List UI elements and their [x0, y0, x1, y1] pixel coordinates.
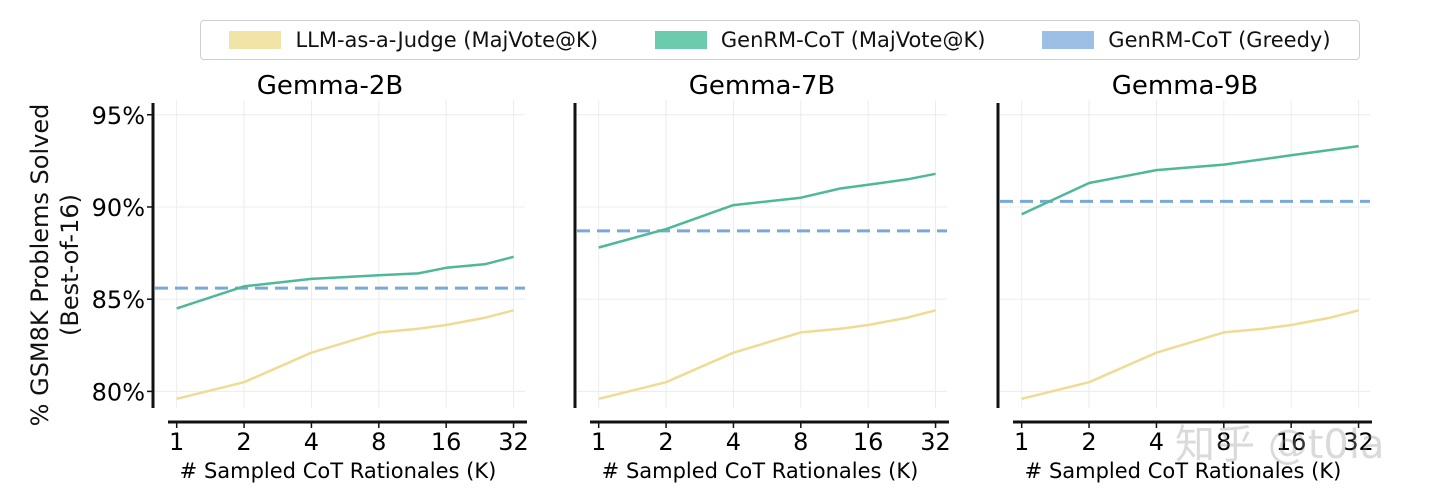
y-tick-label: 95%	[92, 102, 145, 130]
legend-item-1: GenRM-CoT (MajVote@K)	[654, 28, 986, 52]
x-tick-label: 1	[591, 428, 606, 456]
chart-title: Gemma-7B	[689, 71, 836, 101]
x-tick-label: 4	[304, 428, 319, 456]
y-tick-label: 90%	[92, 194, 145, 222]
x-tick-label: 2	[1081, 428, 1096, 456]
y-tick-label: 85%	[92, 286, 145, 314]
x-tick-label: 8	[371, 428, 386, 456]
series-genrm-cot-line	[1021, 144, 1359, 216]
x-tick-label: 4	[726, 428, 741, 456]
x-tick-label: 32	[920, 428, 951, 456]
x-tick-label: 4	[1149, 428, 1164, 456]
chart-panel-3: Gemma-9B 1 2 4 8 16 32# Sampled CoT Rationales…	[996, 71, 1374, 483]
x-tick-label: 8	[793, 428, 808, 456]
legend-label-0: LLM-as-a-Judge (MajVote@K)	[295, 28, 599, 52]
y-tick-label: 80%	[92, 378, 145, 406]
x-tick-label: 16	[853, 428, 884, 456]
x-tick-label: 32	[1343, 428, 1374, 456]
x-tick-label: 1	[169, 428, 184, 456]
x-axis-label: # Sampled CoT Rationales (K)	[180, 459, 497, 483]
x-tick-label: 1	[1014, 428, 1029, 456]
x-tick-label: 2	[236, 428, 251, 456]
legend-item-2: GenRM-CoT (Greedy)	[1042, 28, 1331, 52]
legend-swatch-2	[1042, 31, 1095, 49]
chart-panel-1: Gemma-2B 80% 85% 90% 95% 1 2 4 8 16 32# Sampled Co…	[92, 71, 529, 483]
x-tick-label: 8	[1216, 428, 1231, 456]
legend-swatch-0	[229, 31, 282, 49]
x-tick-label: 32	[498, 428, 529, 456]
legend: LLM-as-a-Judge (MajVote@K) GenRM-CoT (Maj…	[200, 20, 1360, 60]
legend-item-0: LLM-as-a-Judge (MajVote@K)	[229, 28, 598, 52]
legend-label-2: GenRM-CoT (Greedy)	[1108, 28, 1331, 52]
chart-title: Gemma-2B	[257, 71, 404, 101]
series-llm-judge-line	[176, 309, 514, 401]
chart-title: Gemma-9B	[1112, 71, 1259, 101]
watermark: 知乎 @t0la	[1175, 422, 1385, 468]
legend-label-1: GenRM-CoT (MajVote@K)	[720, 28, 986, 52]
legend-swatch-1	[654, 31, 707, 49]
series-llm-judge-line	[598, 309, 936, 401]
series-genrm-cot-line	[176, 255, 514, 310]
series-genrm-cot-line	[598, 172, 936, 249]
x-tick-label: 16	[1276, 428, 1307, 456]
x-tick-label: 2	[658, 428, 673, 456]
series-llm-judge-line	[1021, 309, 1359, 401]
x-axis-label: # Sampled CoT Rationales (K)	[1025, 459, 1342, 483]
x-axis-label: # Sampled CoT Rationales (K)	[602, 459, 919, 483]
chart-panel-2: Gemma-7B 1 2 4 8 16 32# Sampled CoT Rationales…	[573, 71, 951, 483]
x-tick-label: 16	[431, 428, 462, 456]
